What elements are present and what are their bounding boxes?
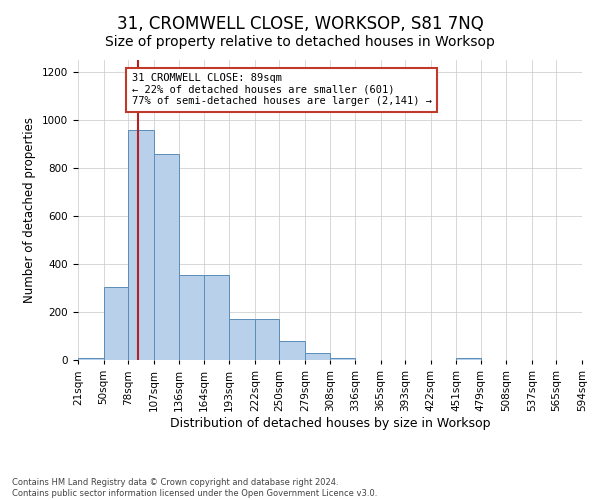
Bar (229, 319, 255, 360)
X-axis label: Distribution of detached houses by size in Worksop: Distribution of detached houses by size … (170, 416, 490, 430)
Text: 31 CROMWELL CLOSE: 89sqm
← 22% of detached houses are smaller (601)
77% of semi-: 31 CROMWELL CLOSE: 89sqm ← 22% of detach… (131, 73, 431, 106)
Bar (154, 154, 179, 360)
Bar (280, 341, 305, 360)
Bar (78, 358, 104, 360)
Bar (456, 358, 481, 360)
Text: 31, CROMWELL CLOSE, WORKSOP, S81 7NQ: 31, CROMWELL CLOSE, WORKSOP, S81 7NQ (116, 15, 484, 33)
Y-axis label: Number of detached properties: Number of detached properties (23, 117, 37, 303)
Bar (104, 287, 128, 360)
Bar (179, 275, 204, 360)
Bar (204, 275, 229, 360)
Text: Contains HM Land Registry data © Crown copyright and database right 2024.
Contai: Contains HM Land Registry data © Crown c… (12, 478, 377, 498)
Bar (305, 353, 331, 360)
Bar (255, 319, 280, 360)
Bar (128, 130, 154, 360)
Text: Size of property relative to detached houses in Worksop: Size of property relative to detached ho… (105, 35, 495, 49)
Bar (331, 358, 355, 360)
